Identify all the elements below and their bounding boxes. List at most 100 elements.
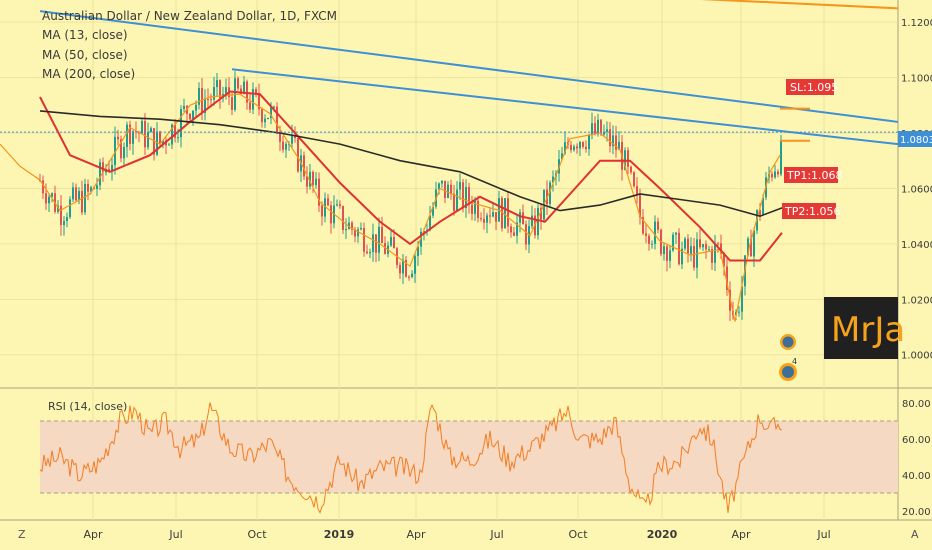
candle-body: [495, 212, 497, 222]
symbol-title[interactable]: Australian Dollar / New Zealand Dollar, …: [42, 9, 337, 23]
ma50-legend[interactable]: MA (50, close): [42, 48, 128, 62]
current-price-tag: [898, 131, 932, 147]
tp1-label: TP1:1.068: [786, 169, 843, 182]
sl-label: SL:1.095: [790, 81, 838, 94]
time-tick-label: Apr: [83, 528, 103, 541]
candle-body: [456, 189, 458, 211]
candle-body: [714, 243, 716, 263]
candle-body: [588, 134, 590, 150]
news-event-icon[interactable]: [780, 334, 796, 350]
candle-body: [243, 81, 245, 94]
candle-body: [705, 244, 707, 250]
candle-body: [78, 191, 80, 201]
trendlines[interactable]: [0, 0, 899, 146]
candle-body: [699, 239, 701, 248]
candle-body: [474, 200, 476, 214]
candle-body: [501, 198, 503, 229]
time-tick-label: Jul: [489, 528, 503, 541]
candle-body: [585, 146, 587, 150]
candle-body: [462, 182, 464, 209]
candle-body: [741, 286, 743, 312]
candle-body: [63, 221, 65, 226]
candle-body: [111, 165, 113, 172]
candle-body: [120, 139, 122, 159]
candle-body: [198, 88, 200, 105]
candle-body: [213, 87, 215, 100]
candle-body: [177, 137, 179, 139]
candle-body: [114, 136, 116, 166]
candle-body: [231, 97, 233, 110]
candle-body: [468, 186, 470, 205]
candle-body: [204, 99, 206, 113]
candle-body: [402, 259, 404, 274]
candle-body: [384, 243, 386, 254]
candle-body: [669, 250, 671, 261]
time-tick-label: Oct: [247, 528, 267, 541]
candle-body: [57, 205, 59, 212]
candle-body: [258, 93, 260, 110]
candle-body: [285, 143, 287, 150]
candle-body: [549, 182, 551, 205]
candle-body: [630, 166, 632, 173]
candle-body: [303, 155, 305, 177]
candle-body: [108, 169, 110, 172]
candle-body: [552, 176, 554, 183]
price-tick-label: 1.10000: [901, 74, 932, 85]
ma200-legend[interactable]: MA (200, close): [42, 67, 135, 81]
candle-body: [270, 107, 272, 118]
candle-body: [255, 89, 257, 94]
candle-body: [51, 193, 53, 197]
sl-label-box: [786, 79, 834, 95]
earnings-event-icon[interactable]: 4: [779, 357, 797, 381]
candle-body: [759, 210, 761, 215]
timezone-button[interactable]: Z: [18, 528, 26, 541]
trendline-3: [699, 0, 899, 10]
candle-body: [438, 183, 440, 190]
price-tick-label: 1.12000: [901, 18, 932, 29]
candle-body: [174, 124, 176, 138]
price-axis-panel[interactable]: [898, 0, 932, 520]
candle-body: [129, 124, 131, 144]
candle-body: [123, 146, 125, 159]
candle-body: [297, 138, 299, 172]
candle-body: [654, 221, 656, 244]
candle-body: [399, 264, 401, 274]
candle-body: [354, 229, 356, 237]
candle-body: [81, 191, 83, 213]
candle-body: [648, 235, 650, 244]
ma13-legend[interactable]: MA (13, close): [42, 28, 128, 42]
candle-body: [189, 113, 191, 120]
trendline-1: [39, 10, 899, 123]
candle-body: [633, 172, 635, 187]
ma13-line: [0, 93, 781, 322]
candle-body: [126, 124, 128, 147]
auto-scale-button[interactable]: A: [911, 528, 919, 541]
candle-body: [207, 99, 209, 101]
candle-body: [477, 200, 479, 219]
candle-body: [471, 204, 473, 214]
candle-body: [42, 180, 44, 194]
candle-body: [570, 144, 572, 151]
svg-text:4: 4: [792, 357, 797, 366]
candle-body: [369, 252, 371, 254]
candle-body: [432, 206, 434, 216]
candle-body: [306, 176, 308, 187]
candle-body: [87, 183, 89, 192]
rsi-legend[interactable]: RSI (14, close): [48, 400, 127, 413]
candle-body: [780, 139, 782, 175]
rsi-band: [40, 421, 898, 493]
tp2-label-box: [782, 203, 836, 219]
candle-body: [750, 238, 752, 257]
candle-body: [417, 246, 419, 257]
candle-body: [636, 186, 638, 195]
candle-body: [339, 204, 341, 207]
tp1-label-box: [784, 167, 838, 183]
candle-body: [84, 183, 86, 213]
candle-body: [144, 120, 146, 148]
candle-body: [747, 238, 749, 256]
candle-body: [582, 142, 584, 147]
candle-body: [168, 144, 170, 146]
rsi-tick-label: 60.00: [902, 435, 931, 446]
candle-body: [357, 229, 359, 237]
